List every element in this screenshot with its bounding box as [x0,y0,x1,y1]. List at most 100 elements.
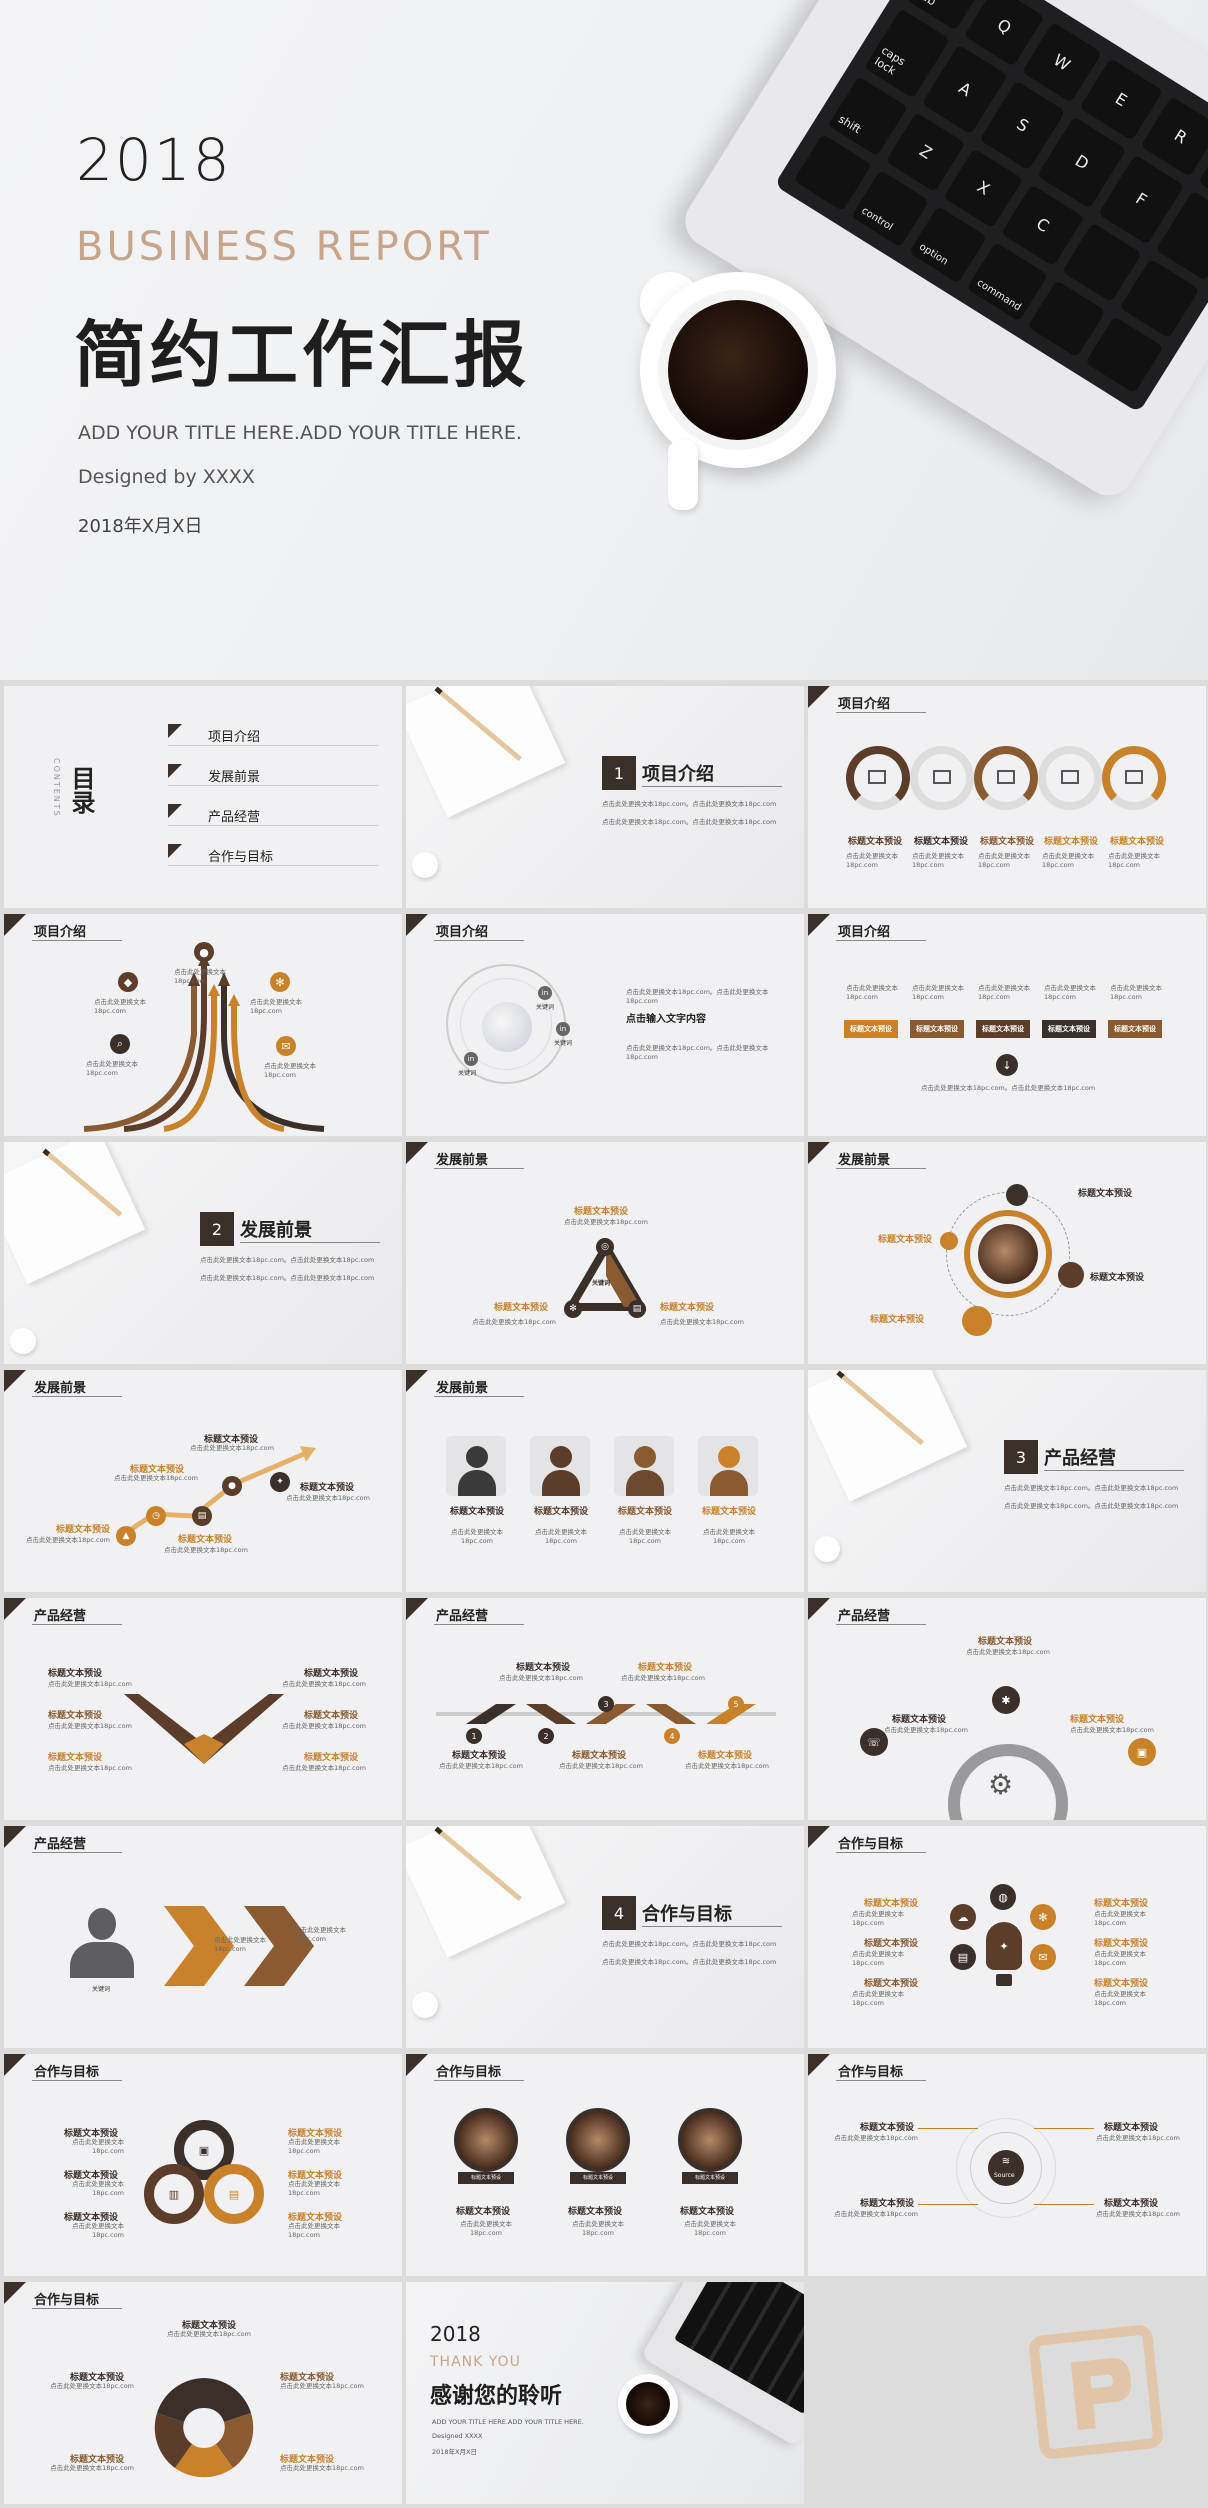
section-slide-4: 4 合作与目标 点击此处更换文本18pc.com。点击此处更换文本18pc.co… [406,1826,804,2048]
toc-item-1[interactable]: 项目介绍 [168,724,378,746]
keyword-label: 关键词 [92,1986,111,1993]
chart-icon: ▤ [628,1300,646,1318]
label-button[interactable]: 标题文本预设 [1042,1020,1096,1038]
item-label: 标题文本预设 [1044,837,1099,847]
item-desc: 点击此处更换文本18pc.com [48,1764,132,1772]
section-slide-2: 2 发展前景 点击此处更换文本18pc.com。点击此处更换文本18pc.com… [4,1142,402,1364]
toc-item-label: 产品经营 [208,810,261,825]
location-icon: ◆ [118,972,138,992]
coffee-cup [618,2374,678,2434]
search-icon: ⌕ [110,1034,130,1054]
slide-intro-buttons: 项目介绍 点击此处更换文本18pc.com 点击此处更换文本18pc.com 点… [808,914,1206,1136]
slide-header: 项目介绍 [838,925,891,940]
item-desc: 点击此处更换文本18pc.com [439,1762,523,1770]
slide-intro-arrows: 项目介绍 ● ◆ ✻ ⌕ ✉ 点击此处更换文本18pc.com 点击此处更换文本… [4,914,402,1136]
item-desc: 点击此处更换文本18pc.com [1042,852,1094,869]
item-label: 标题文本预设 [280,2373,335,2383]
cloud-icon: ☁ [950,1904,976,1930]
monitor-icon [868,770,886,784]
photo-circle [678,2108,742,2172]
item-desc: 点击此处更换文本18pc.com [72,2138,124,2155]
item-label: 标题文本预设 [70,2455,125,2465]
item-label: 标题文本预设 [848,837,903,847]
item-desc: 点击此处更换文本18pc.com [50,2464,134,2472]
toc-item-3[interactable]: 产品经营 [168,804,378,826]
item-desc: 点击此处更换文本18pc.com [114,1474,198,1482]
label-button[interactable]: 标题文本预设 [976,1020,1030,1038]
gear-icon: ✻ [564,1300,582,1318]
label-button[interactable]: 标题文本预设 [844,1020,898,1038]
in-icon: in [464,1052,478,1066]
item-desc: 点击此处更换文本18pc.com [282,1764,366,1772]
slide-product-hub: 产品经营 ⚙ ✱ ☏ ▣ 标题文本预设 点击此处更换文本18pc.com 标题文… [808,1598,1206,1820]
center-keyword: 关键词 [592,1280,611,1287]
item-label: 标题文本预设 [130,1465,185,1475]
item-desc: 点击此处更换文本18pc.com [852,1950,904,1967]
item-desc: 点击此处更换文本18pc.com [1094,1910,1146,1927]
member-desc: 点击此处更换文本18pc.com [619,1528,671,1545]
coffee-cup [640,272,836,468]
node-desc: 点击此处更换文本18pc.com [86,1060,138,1077]
box-icon: ▣ [198,2143,210,2157]
item-label: 标题文本预设 [1094,1979,1149,1989]
toc-item-2[interactable]: 发展前景 [168,764,378,786]
slide-header: 合作与目标 [436,2065,502,2080]
briefcase-icon [997,770,1015,784]
lightbulb-icon: ✱ [992,1686,1020,1714]
toc-item-4[interactable]: 合作与目标 [168,844,378,866]
slide-header: 产品经营 [838,1609,891,1624]
slide-goal-rings: 合作与目标 ▣ ▥ ▤ 标题文本预设 点击此处更换文本18pc.com 标题文本… [4,2054,402,2276]
item-label: 标题文本预设 [64,2129,119,2139]
item-desc: 点击此处更换文本18pc.com [1096,2134,1180,2142]
slide-prospect-team: 发展前景 标题文本预设 标题文本预设 标题文本预设 标题文本预设 点击此处更换文… [406,1370,804,1592]
label-button[interactable]: 标题文本预设 [910,1020,964,1038]
cover-title: 简约工作汇报 [74,313,531,397]
section-title: 项目介绍 [642,764,714,785]
chart-icon: ▤ [192,1506,212,1526]
cover-year: 2018 [76,126,232,194]
phone-icon: ☏ [860,1728,888,1756]
item-label: 标题文本预设 [304,1711,359,1721]
item-label: 标题文本预设 [304,1753,359,1763]
item-label: 标题文本预设 [572,1751,627,1761]
ending-thanks-cn: 感谢您的聆听 [430,2384,563,2409]
text-desc: 点击此处更换文本18pc.com。点击此处更换文本18pc.com [626,1044,769,1061]
button-desc: 点击此处更换文本18pc.com [978,984,1030,1001]
section-description: 点击此处更换文本18pc.com。点击此处更换文本18pc.com [602,818,777,826]
item-label: 标题文本预设 [300,1483,355,1493]
item-desc: 点击此处更换文本18pc.com [280,2382,364,2390]
item-desc: 点击此处更换文本18pc.com [214,1936,266,1953]
summary-desc: 点击此处更换文本18pc.com。点击此处更换文本18pc.com [920,1084,1096,1092]
item-label: 标题文本预设 [1094,1899,1149,1909]
item-desc: 点击此处更换文本18pc.com [190,1444,274,1452]
document-icon: ▤ [228,2187,240,2201]
photo-circle [978,1224,1038,1284]
item-label: 标题文本预设 [288,2171,343,2181]
item-label: 标题文本预设 [1094,1939,1149,1949]
item-label: 标题文本预设 [288,2213,343,2223]
member-label: 标题文本预设 [450,1507,505,1517]
step-2: 2 [538,1728,554,1744]
toc-item-label: 合作与目标 [208,850,274,865]
item-desc: 点击此处更换文本18pc.com [288,2222,340,2239]
printer-icon [933,770,951,784]
item-desc: 点击此处更换文本18pc.com [685,1762,769,1770]
slide-header: 合作与目标 [34,2293,100,2308]
label-button[interactable]: 标题文本预设 [1108,1020,1162,1038]
section-description: 点击此处更换文本18pc.com。点击此处更换文本18pc.com [200,1274,375,1282]
avatar [614,1436,674,1496]
item-label: 标题文本预设 [638,1663,693,1673]
logo-watermark [1027,2323,1165,2461]
chart-icon [1125,770,1143,784]
item-desc: 点击此处更换文本18pc.com [966,1648,1050,1656]
mail-icon: ✉ [1030,1944,1056,1970]
ending-tagline: ADD YOUR TITLE HERE.ADD YOUR TITLE HERE. [432,2418,584,2426]
group-icon: ✦ [270,1472,290,1492]
button-desc: 点击此处更换文本18pc.com [1044,984,1096,1001]
item-desc: 点击此处更换文本18pc.com [621,1674,705,1682]
photo-circle [566,2108,630,2172]
slide-goal-photos: 合作与目标 标题文本预设 标题文本预设 标题文本预设 标题文本预设 标题文本预设… [406,2054,804,2276]
photo-tag: 标题文本预设 [458,2172,514,2184]
item-label: 标题文本预设 [304,1669,359,1679]
slide-header: 产品经营 [436,1609,489,1624]
